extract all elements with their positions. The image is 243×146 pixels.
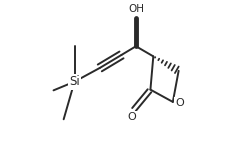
Text: OH: OH <box>128 4 144 14</box>
Text: O: O <box>175 98 184 108</box>
Polygon shape <box>135 18 137 46</box>
Text: O: O <box>127 112 136 122</box>
Text: Si: Si <box>69 75 80 88</box>
